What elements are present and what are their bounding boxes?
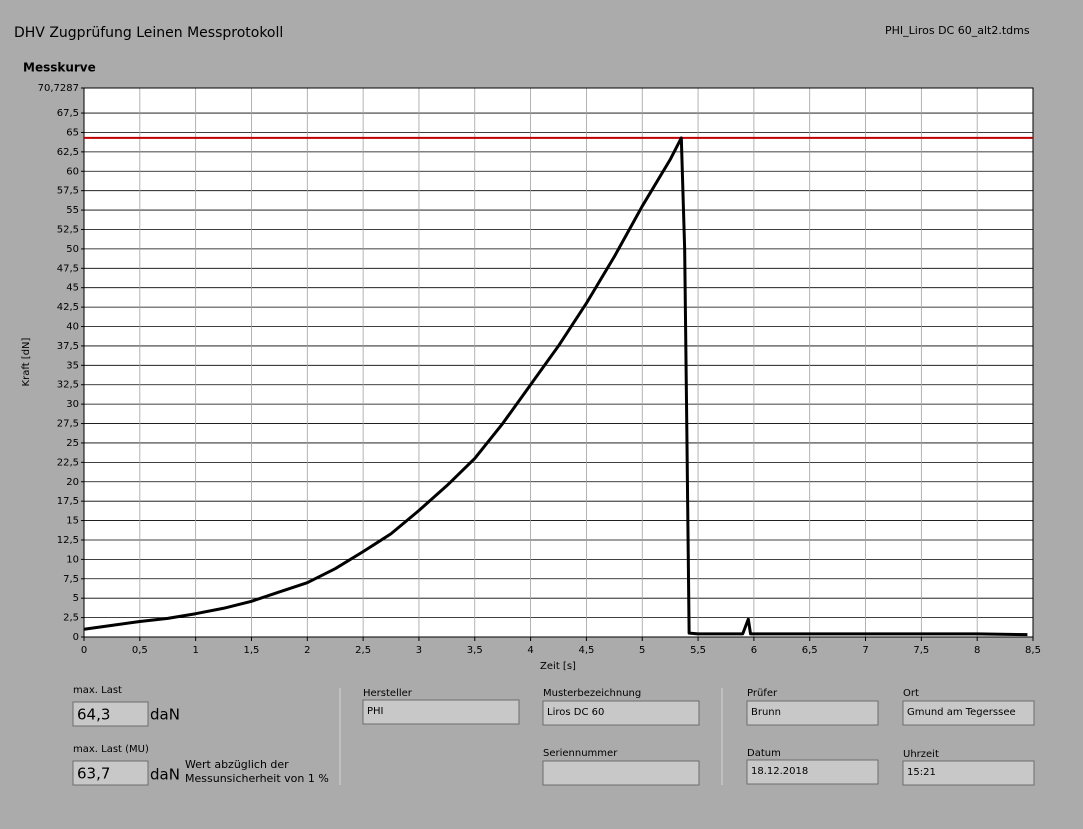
y-tick-label: 7,5 bbox=[63, 574, 79, 585]
field-label: Musterbezeichnung bbox=[543, 688, 641, 699]
x-tick-label: 4,5 bbox=[578, 645, 594, 656]
field-label: max. Last bbox=[73, 685, 122, 696]
y-tick-label: 12,5 bbox=[57, 535, 79, 546]
field-value: Brunn bbox=[751, 707, 781, 718]
y-axis-label: Kraft [dN] bbox=[21, 337, 32, 386]
field-label: max. Last (MU) bbox=[73, 744, 149, 755]
y-tick-label: 22,5 bbox=[57, 457, 79, 468]
y-tick-label: 32,5 bbox=[57, 380, 79, 391]
x-tick-label: 8 bbox=[974, 645, 980, 656]
y-tick-label: 25 bbox=[66, 438, 79, 449]
x-tick-label: 0,5 bbox=[132, 645, 148, 656]
x-tick-label: 2,5 bbox=[355, 645, 371, 656]
x-axis-label: Zeit [s] bbox=[540, 661, 576, 672]
note: Wert abzüglich der bbox=[185, 758, 289, 771]
y-tick-label: 10 bbox=[66, 554, 79, 565]
y-tick-label: 40 bbox=[66, 322, 79, 333]
y-tick-label: 2,5 bbox=[63, 613, 79, 624]
x-tick-label: 2 bbox=[304, 645, 310, 656]
y-tick-label: 67,5 bbox=[57, 108, 79, 119]
plot-frame bbox=[83, 87, 1034, 638]
x-tick-label: 7 bbox=[862, 645, 868, 656]
field-value: 63,7 bbox=[77, 765, 110, 783]
field-label: Datum bbox=[747, 748, 781, 759]
field-value: 15:21 bbox=[907, 767, 936, 778]
text-field bbox=[902, 700, 1035, 726]
x-tick-label: 5,5 bbox=[690, 645, 706, 656]
value-box bbox=[72, 760, 149, 786]
y-tick-label: 70,7287 bbox=[38, 83, 79, 94]
field-label: Hersteller bbox=[363, 688, 413, 699]
field-label: Ort bbox=[903, 688, 919, 699]
value-box bbox=[72, 701, 149, 727]
y-tick-label: 47,5 bbox=[57, 263, 79, 274]
y-tick-label: 27,5 bbox=[57, 419, 79, 430]
y-tick-label: 17,5 bbox=[57, 496, 79, 507]
x-tick-label: 7,5 bbox=[913, 645, 929, 656]
plot-area bbox=[84, 88, 1033, 637]
page-title: DHV Zugprüfung Leinen Messprotokoll bbox=[14, 25, 283, 41]
field-value: Gmund am Tegerssee bbox=[907, 707, 1016, 718]
y-tick-label: 42,5 bbox=[57, 302, 79, 313]
field-value: PHI bbox=[367, 706, 384, 717]
x-tick-label: 3 bbox=[416, 645, 422, 656]
y-tick-label: 0 bbox=[73, 632, 79, 643]
file-name: PHI_Liros DC 60_alt2.tdms bbox=[885, 24, 1030, 37]
y-tick-label: 45 bbox=[66, 283, 79, 294]
y-tick-label: 55 bbox=[66, 205, 79, 216]
y-tick-label: 57,5 bbox=[57, 186, 79, 197]
x-tick-label: 6 bbox=[751, 645, 757, 656]
field-value: 18.12.2018 bbox=[751, 766, 808, 777]
field-value: 64,3 bbox=[77, 706, 110, 724]
y-tick-label: 62,5 bbox=[57, 147, 79, 158]
unit: daN bbox=[150, 766, 180, 784]
x-tick-label: 5 bbox=[639, 645, 645, 656]
x-tick-label: 1,5 bbox=[244, 645, 260, 656]
field-label: Uhrzeit bbox=[903, 749, 939, 760]
field-label: Seriennummer bbox=[543, 748, 618, 759]
field-label: Prüfer bbox=[747, 688, 778, 699]
y-tick-label: 35 bbox=[66, 360, 79, 371]
text-field bbox=[746, 700, 879, 726]
y-tick-label: 15 bbox=[66, 516, 79, 527]
field-value: Liros DC 60 bbox=[547, 707, 604, 718]
y-tick-label: 65 bbox=[66, 127, 79, 138]
text-field bbox=[542, 760, 700, 786]
y-tick-label: 20 bbox=[66, 477, 79, 488]
chart-title: Messkurve bbox=[23, 61, 96, 75]
x-tick-label: 0 bbox=[81, 645, 87, 656]
note: Messunsicherheit von 1 % bbox=[185, 772, 329, 785]
y-tick-label: 37,5 bbox=[57, 341, 79, 352]
x-tick-label: 6,5 bbox=[802, 645, 818, 656]
unit: daN bbox=[150, 706, 180, 724]
y-tick-label: 60 bbox=[66, 166, 79, 177]
text-field bbox=[542, 700, 700, 726]
text-field bbox=[362, 699, 520, 725]
y-tick-label: 5 bbox=[73, 593, 79, 604]
x-tick-label: 3,5 bbox=[467, 645, 483, 656]
text-field bbox=[902, 760, 1035, 786]
y-tick-label: 30 bbox=[66, 399, 79, 410]
data-line bbox=[83, 136, 1028, 637]
y-tick-label: 52,5 bbox=[57, 224, 79, 235]
x-tick-label: 8,5 bbox=[1025, 645, 1041, 656]
x-tick-label: 1 bbox=[192, 645, 198, 656]
x-tick-label: 4 bbox=[527, 645, 533, 656]
y-tick-label: 50 bbox=[66, 244, 79, 255]
text-field bbox=[746, 759, 879, 785]
